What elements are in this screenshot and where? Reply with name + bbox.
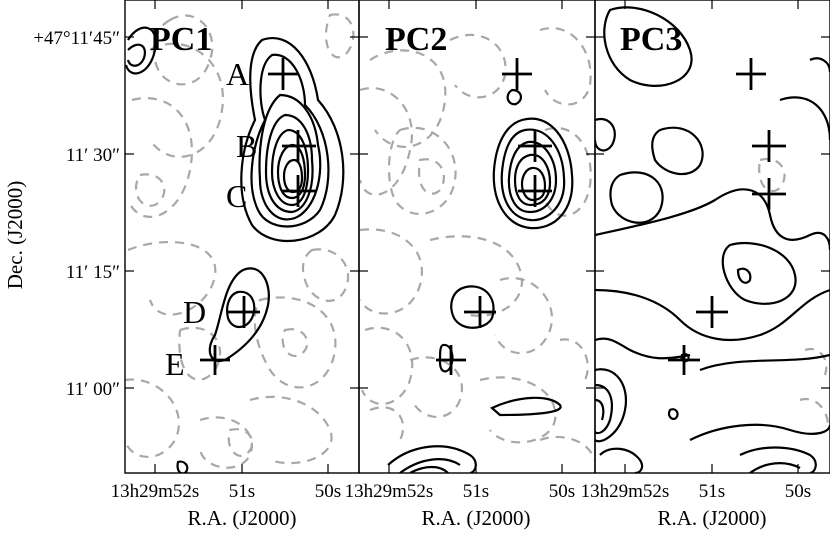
positive-contours: [125, 26, 345, 473]
negative-contours: [758, 157, 830, 426]
y-axis-title: Dec. (J2000): [3, 181, 27, 289]
x-tick-label: 50s: [549, 481, 575, 502]
panel-title: PC2: [385, 21, 447, 58]
source-label-e: E: [165, 346, 185, 382]
source-markers: [200, 58, 316, 375]
y-tick-label: 11′ 00″: [66, 379, 120, 400]
panel-frame: [594, 0, 830, 474]
source-label-c: C: [226, 178, 247, 214]
positive-contours: [387, 88, 574, 473]
panel-pc1: PC1 A B C D E: [124, 0, 360, 474]
source-label-d: D: [183, 294, 206, 330]
x-tick-label: 51s: [229, 481, 255, 502]
x-axis-title: R.A. (J2000): [657, 506, 766, 530]
x-tick-label: 13h29m52s: [581, 481, 670, 502]
x-tick-label: 13h29m52s: [111, 481, 200, 502]
positive-contours: [595, 6, 830, 473]
source-markers: [668, 58, 786, 375]
panel-title: PC3: [620, 21, 682, 58]
y-ticks: [125, 36, 830, 389]
y-tick-label: 11′ 15″: [66, 262, 120, 283]
x-ticks: [154, 0, 799, 473]
x-tick-label: 51s: [463, 481, 489, 502]
panel-frame: [358, 0, 596, 474]
source-label-a: A: [226, 56, 249, 92]
panel-pc3: PC3: [594, 0, 830, 474]
x-tick-label: 51s: [699, 481, 725, 502]
negative-contours: [359, 27, 595, 461]
x-axis-title: R.A. (J2000): [187, 506, 296, 530]
y-tick-label: +47°11′45″: [33, 28, 120, 49]
panel-title: PC1: [150, 21, 212, 58]
x-axis-title: R.A. (J2000): [421, 506, 530, 530]
x-axis: 13h29m52s 51s 50s 13h29m52s 51s 50s 13h2…: [111, 481, 812, 530]
panel-pc2: PC2: [358, 0, 596, 474]
source-markers: [436, 58, 552, 375]
x-tick-label: 50s: [315, 481, 341, 502]
y-axis: +47°11′45″ 11′ 30″ 11′ 15″ 11′ 00″ Dec. …: [3, 28, 120, 400]
source-label-b: B: [236, 128, 257, 164]
x-tick-label: 50s: [785, 481, 811, 502]
x-tick-label: 13h29m52s: [345, 481, 434, 502]
y-tick-label: 11′ 30″: [66, 145, 120, 166]
